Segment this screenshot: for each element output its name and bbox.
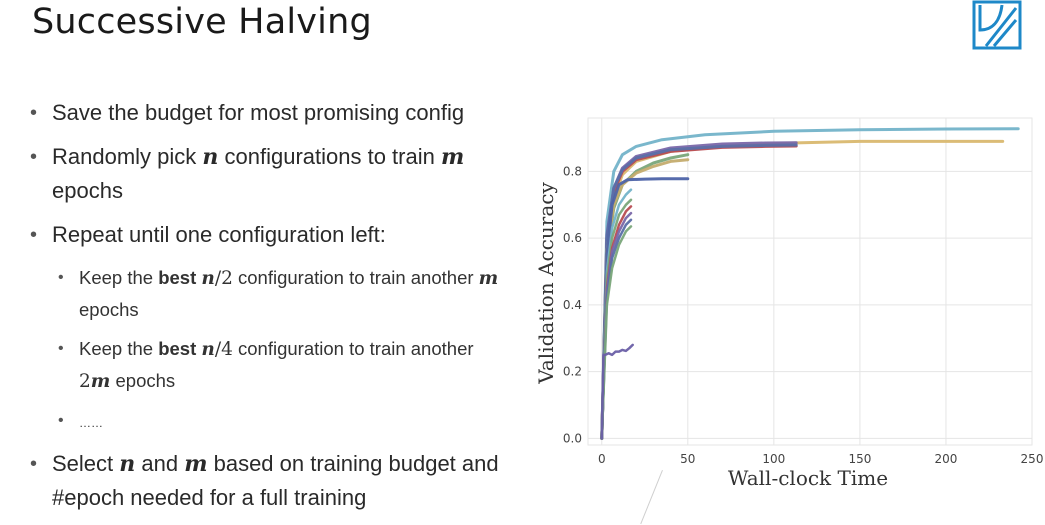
sub-text-post: epochs — [110, 370, 176, 391]
bullet-text-pre: Randomly pick — [52, 144, 203, 169]
bullet-save-budget: Save the budget for most promising confi… — [30, 96, 500, 130]
math-var-n: n — [201, 339, 215, 360]
bullet-select: Select n and m based on training budget … — [30, 447, 500, 515]
sub-bold-best: best — [158, 338, 197, 359]
math-var-m: m — [440, 144, 465, 170]
math-var-m: m — [90, 371, 111, 392]
bullet-text: Repeat until one configuration left: — [52, 222, 386, 247]
math-var-m: m — [478, 268, 499, 289]
series-line-8 — [600, 177, 690, 440]
sub-text-post: epochs — [79, 299, 139, 320]
bullet-text-pre: Select — [52, 451, 120, 476]
y-axis-label: Validation Accuracy — [534, 182, 558, 385]
bullet-list: Save the budget for most promising confi… — [30, 96, 500, 525]
x-tick-label: 200 — [935, 452, 958, 466]
chart-grid — [587, 117, 1033, 446]
bullet-text-mid: and — [135, 451, 185, 476]
x-tick-label: 0 — [598, 452, 606, 466]
ellipsis-text: …… — [79, 416, 103, 430]
math-var-n: n — [202, 144, 219, 170]
y-tick-label: 0.8 — [563, 164, 582, 178]
sub-text-mid: configuration to train another — [232, 338, 474, 359]
y-tick-label: 0.4 — [563, 298, 582, 312]
sub-text-mid: configuration to train another — [232, 267, 479, 288]
math-div: /4 — [214, 339, 233, 360]
math-var-n: n — [201, 268, 215, 289]
subbullet-ellipsis: …… — [58, 405, 500, 439]
y-tick-label: 0.0 — [563, 431, 582, 445]
bullet-text-mid: configurations to train — [218, 144, 441, 169]
subbullet-keep-half: Keep the best n/2 configuration to train… — [58, 262, 500, 325]
bullet-text: Save the budget for most promising confi… — [52, 100, 465, 125]
series-line-1 — [600, 127, 1020, 440]
bullet-text-post: epochs — [52, 178, 123, 203]
x-tick-label: 100 — [762, 452, 785, 466]
y-tick-label: 0.2 — [563, 365, 582, 379]
plot-area — [587, 117, 1033, 446]
sub-text-pre: Keep the — [79, 338, 159, 359]
bullet-text-post: based on training budget and #epoch need… — [52, 451, 499, 510]
bullet-repeat: Repeat until one configuration left: — [30, 218, 500, 252]
x-tick-label: 50 — [680, 452, 695, 466]
math-div: /2 — [214, 268, 233, 289]
math-var-m: m — [184, 451, 208, 477]
x-axis-label: Wall-clock Time — [728, 466, 888, 490]
math-var-n: n — [119, 451, 136, 477]
x-axis-ticks: 0 50 100 150 200 250 — [598, 452, 1044, 466]
sub-bold-best: best — [158, 267, 197, 288]
math-coef: 2 — [79, 371, 91, 392]
y-tick-label: 0.6 — [563, 231, 582, 245]
bullet-random-pick: Randomly pick n configurations to train … — [30, 140, 500, 208]
series-line-14 — [600, 225, 633, 440]
brand-logo-icon — [972, 0, 1022, 50]
x-tick-label: 250 — [1021, 452, 1044, 466]
chart-series — [600, 127, 1020, 440]
sub-text-pre: Keep the — [79, 267, 159, 288]
y-axis-ticks: 0.0 0.2 0.4 0.6 0.8 — [563, 164, 582, 445]
series-line-15 — [600, 343, 634, 440]
page-title: Successive Halving — [32, 2, 372, 42]
x-tick-label: 150 — [848, 452, 871, 466]
subbullet-keep-quarter: Keep the best n/4 configuration to train… — [58, 333, 500, 397]
